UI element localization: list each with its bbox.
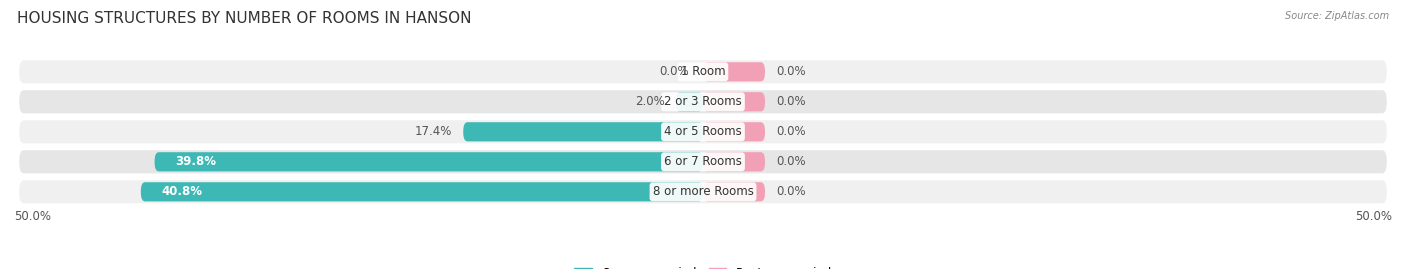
Text: 50.0%: 50.0%	[1355, 210, 1392, 224]
Legend: Owner-occupied, Renter-occupied: Owner-occupied, Renter-occupied	[569, 263, 837, 269]
Text: 50.0%: 50.0%	[14, 210, 51, 224]
Text: 40.8%: 40.8%	[162, 185, 202, 198]
Text: 6 or 7 Rooms: 6 or 7 Rooms	[664, 155, 742, 168]
Text: 0.0%: 0.0%	[776, 185, 806, 198]
FancyBboxPatch shape	[463, 122, 703, 141]
FancyBboxPatch shape	[18, 89, 1388, 114]
FancyBboxPatch shape	[703, 152, 765, 171]
FancyBboxPatch shape	[703, 122, 765, 141]
FancyBboxPatch shape	[155, 152, 703, 171]
FancyBboxPatch shape	[18, 119, 1388, 144]
FancyBboxPatch shape	[18, 149, 1388, 174]
Text: 8 or more Rooms: 8 or more Rooms	[652, 185, 754, 198]
Text: 39.8%: 39.8%	[176, 155, 217, 168]
Text: Source: ZipAtlas.com: Source: ZipAtlas.com	[1285, 11, 1389, 21]
FancyBboxPatch shape	[703, 62, 765, 82]
Text: 1 Room: 1 Room	[681, 65, 725, 78]
FancyBboxPatch shape	[141, 182, 703, 201]
Text: HOUSING STRUCTURES BY NUMBER OF ROOMS IN HANSON: HOUSING STRUCTURES BY NUMBER OF ROOMS IN…	[17, 11, 471, 26]
FancyBboxPatch shape	[703, 92, 765, 111]
Text: 0.0%: 0.0%	[776, 65, 806, 78]
FancyBboxPatch shape	[675, 92, 703, 111]
Text: 2.0%: 2.0%	[634, 95, 665, 108]
Text: 2 or 3 Rooms: 2 or 3 Rooms	[664, 95, 742, 108]
FancyBboxPatch shape	[18, 179, 1388, 204]
Text: 17.4%: 17.4%	[415, 125, 453, 138]
Text: 0.0%: 0.0%	[776, 155, 806, 168]
Text: 0.0%: 0.0%	[776, 125, 806, 138]
Text: 0.0%: 0.0%	[776, 95, 806, 108]
Text: 0.0%: 0.0%	[659, 65, 689, 78]
Text: 4 or 5 Rooms: 4 or 5 Rooms	[664, 125, 742, 138]
FancyBboxPatch shape	[18, 59, 1388, 84]
FancyBboxPatch shape	[703, 182, 765, 201]
